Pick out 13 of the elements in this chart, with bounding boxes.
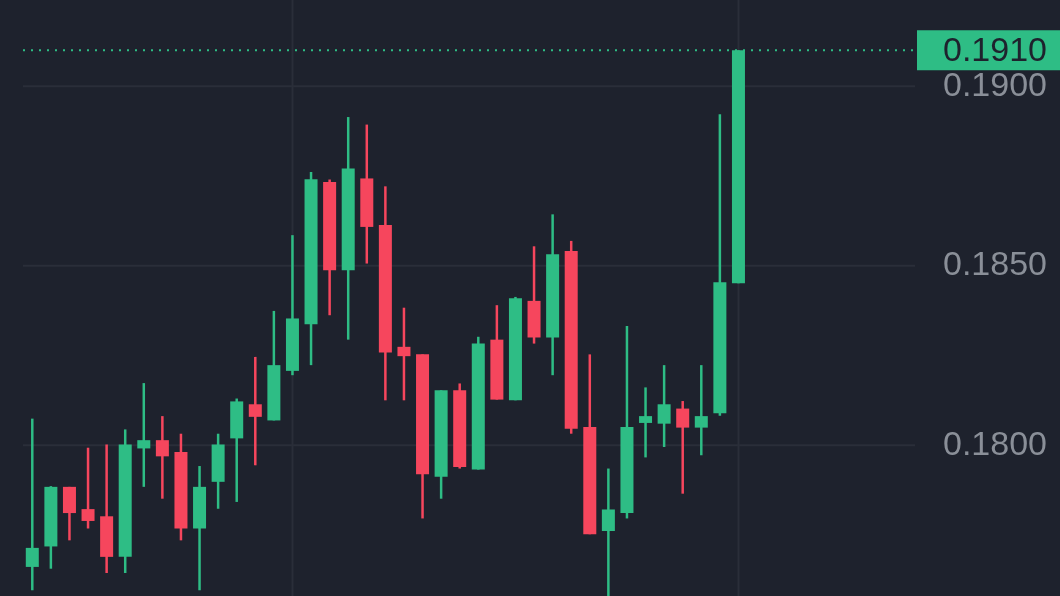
y-tick-label: 0.1800	[943, 423, 1047, 462]
candlestick	[676, 399, 690, 495]
candlestick	[248, 355, 262, 467]
candlestick	[137, 381, 151, 489]
candlestick	[81, 446, 95, 530]
candlestick	[657, 363, 671, 449]
y-tick-label: 0.1850	[943, 244, 1047, 283]
candlestick	[25, 417, 39, 592]
candlestick	[694, 363, 708, 457]
candlestick	[397, 306, 411, 402]
candlestick	[639, 386, 653, 459]
candlestick	[155, 414, 169, 500]
candlestick	[601, 467, 615, 596]
